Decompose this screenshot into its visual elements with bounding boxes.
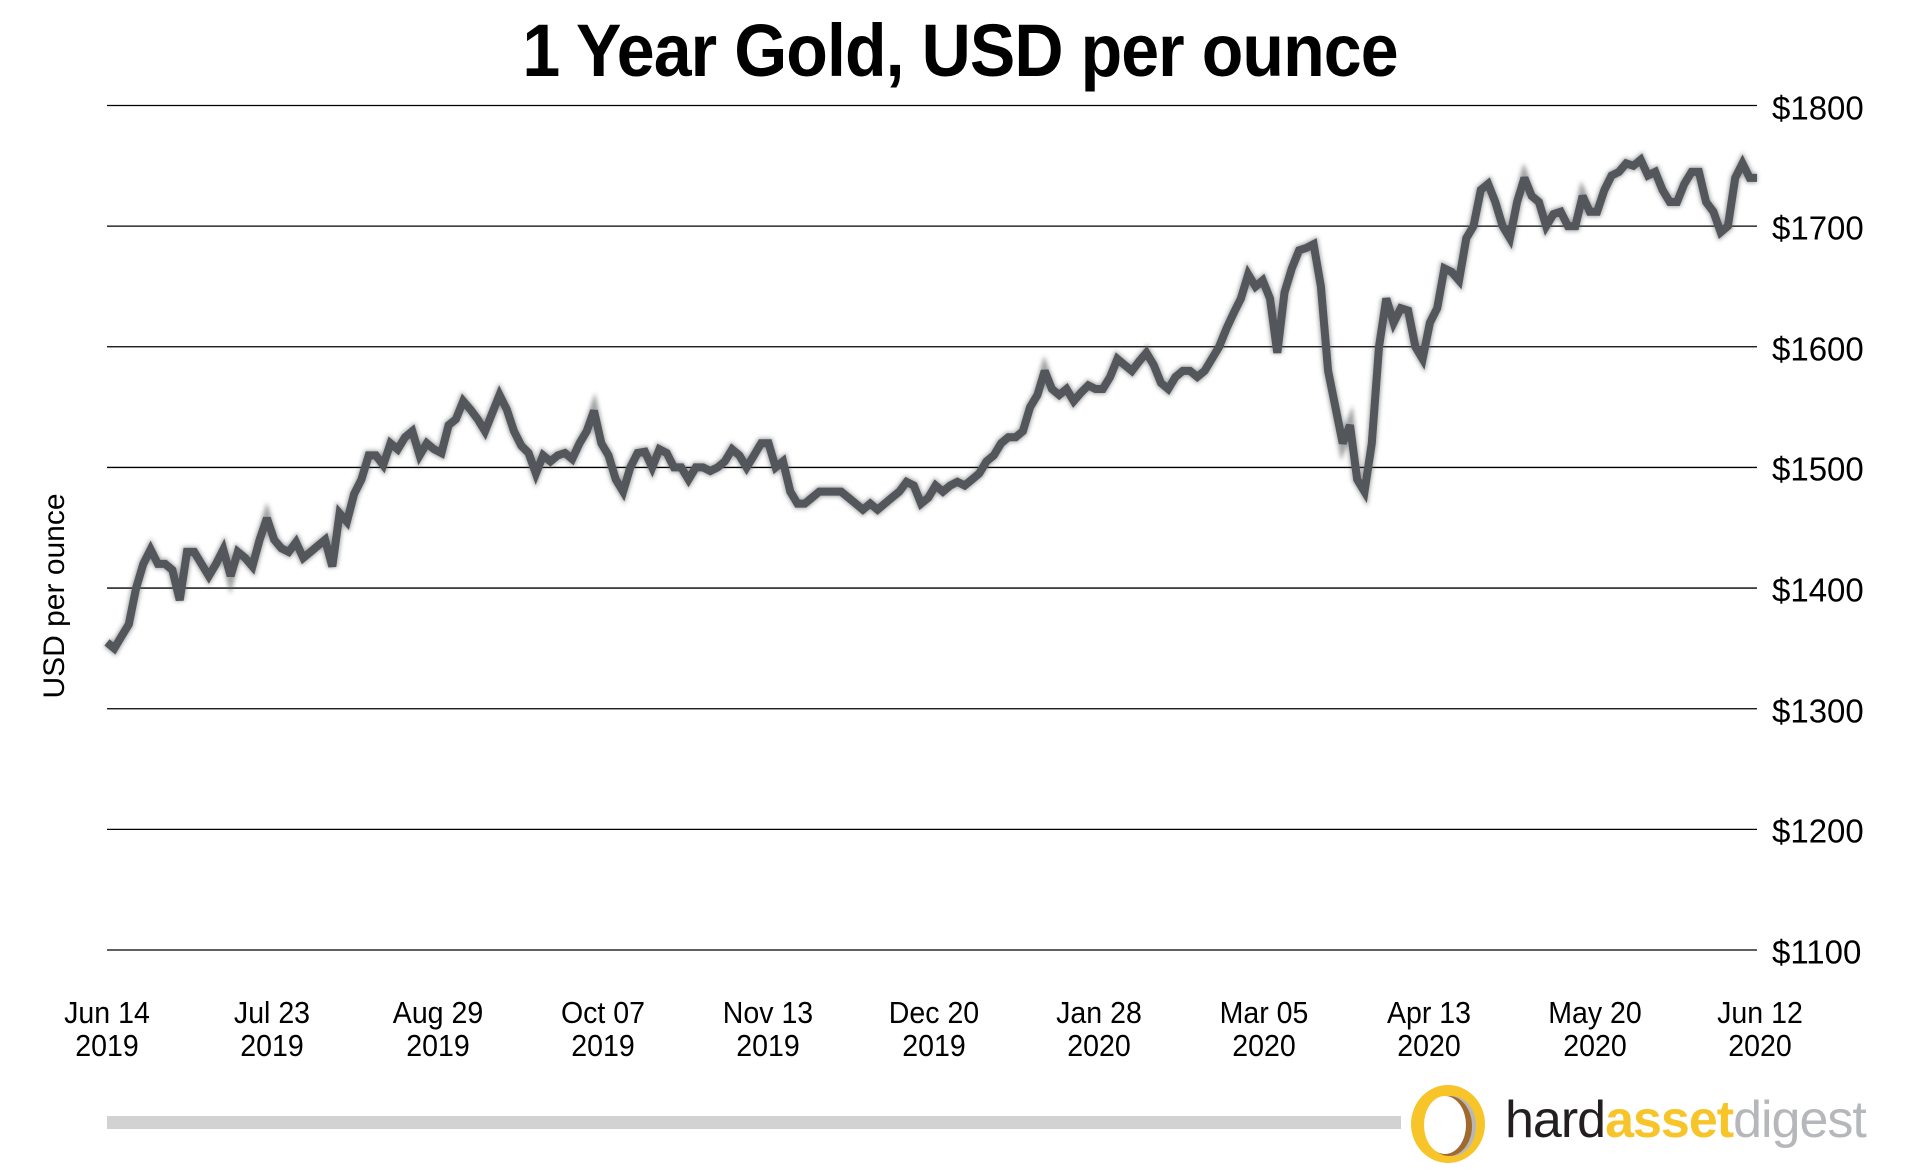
logo-word-digest: digest bbox=[1733, 1091, 1867, 1149]
y-tick-label: $1500 bbox=[1772, 450, 1864, 488]
x-tick-date: Apr 13 bbox=[1387, 995, 1472, 1030]
y-tick-label: $1600 bbox=[1772, 330, 1864, 368]
y-tick-label: $1800 bbox=[1772, 89, 1864, 126]
y-tick-label: $1100 bbox=[1772, 933, 1862, 971]
x-tick-label: May 20 2020 bbox=[1521, 996, 1668, 1062]
x-tick-label: Jan 28 2020 bbox=[1025, 996, 1172, 1062]
y-tick-label: $1400 bbox=[1772, 571, 1864, 609]
x-tick-label: Nov 13 2019 bbox=[695, 996, 842, 1062]
x-tick-year: 2020 bbox=[1397, 1028, 1462, 1063]
x-tick-label: Apr 13 2020 bbox=[1356, 996, 1503, 1062]
footer-bar bbox=[107, 1116, 1401, 1129]
chart-title: 1 Year Gold, USD per ounce bbox=[522, 9, 1398, 92]
y-tick-label: $1700 bbox=[1772, 209, 1864, 247]
x-tick-year: 2019 bbox=[571, 1028, 635, 1063]
x-tick-label: Dec 20 2019 bbox=[860, 996, 1007, 1062]
y-axis-title: USD per ounce bbox=[38, 493, 71, 699]
x-tick-date: Aug 29 bbox=[392, 995, 483, 1030]
x-tick-date: Jul 23 bbox=[234, 995, 311, 1030]
x-tick-year: 2020 bbox=[1728, 1028, 1792, 1063]
x-tick-date: Dec 20 bbox=[888, 995, 979, 1030]
ring-logo-icon bbox=[1411, 1085, 1485, 1163]
x-tick-date: Jun 12 bbox=[1717, 995, 1803, 1030]
x-tick-date: Nov 13 bbox=[722, 995, 814, 1030]
gold-price-series bbox=[104, 153, 1757, 655]
price-line bbox=[103, 151, 1757, 656]
x-tick-year: 2019 bbox=[75, 1028, 139, 1063]
x-tick-date: Jun 14 bbox=[64, 995, 150, 1030]
x-tick-year: 2020 bbox=[1562, 1028, 1627, 1063]
logo-word-asset: asset bbox=[1605, 1091, 1734, 1149]
y-tick-label: $1200 bbox=[1772, 812, 1864, 850]
x-tick-date: Mar 05 bbox=[1219, 995, 1309, 1030]
x-tick-year: 2019 bbox=[901, 1028, 966, 1063]
x-tick-label: Mar 05 2020 bbox=[1190, 996, 1337, 1062]
x-tick-year: 2020 bbox=[1232, 1028, 1296, 1063]
x-tick-year: 2019 bbox=[736, 1028, 800, 1063]
hardassetdigest-logo: hardassetdigest bbox=[1405, 1080, 1905, 1170]
x-tick-label: Oct 07 2019 bbox=[529, 996, 676, 1062]
x-tick-year: 2019 bbox=[405, 1028, 470, 1063]
x-tick-label: Jun 14 2019 bbox=[33, 996, 180, 1062]
logo-word-hard: hard bbox=[1505, 1091, 1606, 1149]
x-tick-label: Jul 23 2019 bbox=[199, 996, 346, 1062]
x-tick-date: May 20 bbox=[1547, 995, 1642, 1030]
y-tick-label: $1300 bbox=[1772, 692, 1864, 730]
logo-wordmark: hardassetdigest bbox=[1505, 1090, 1867, 1150]
x-tick-year: 2020 bbox=[1067, 1028, 1131, 1063]
x-tick-label: Aug 29 2019 bbox=[364, 996, 511, 1062]
x-tick-year: 2019 bbox=[240, 1028, 305, 1063]
x-tick-label: Jun 12 2020 bbox=[1686, 996, 1833, 1062]
x-tick-date: Oct 07 bbox=[560, 995, 645, 1030]
x-tick-date: Jan 28 bbox=[1055, 995, 1142, 1030]
